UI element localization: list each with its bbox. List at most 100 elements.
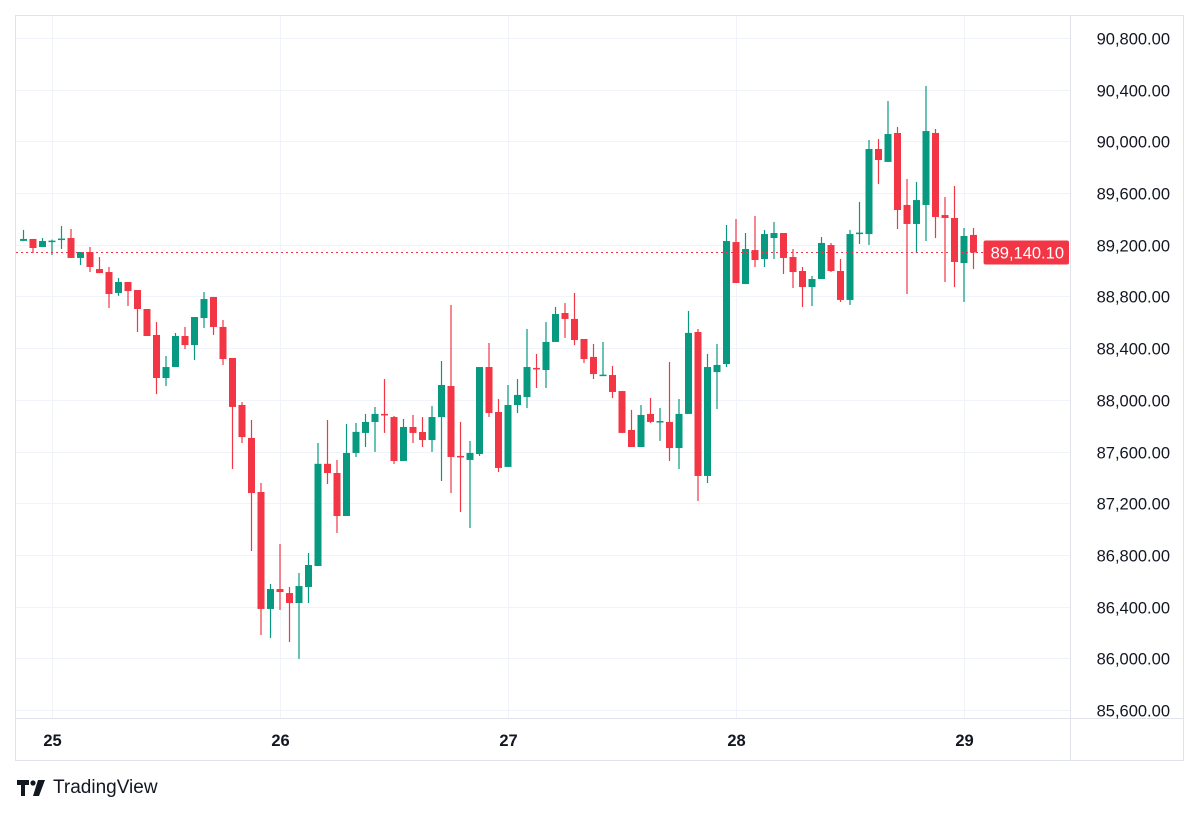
candle-up bbox=[115, 277, 122, 296]
candle-body bbox=[390, 417, 398, 461]
chart-frame bbox=[15, 15, 1184, 761]
candle-down bbox=[970, 227, 977, 270]
candle-body bbox=[751, 250, 759, 261]
candle-body bbox=[181, 336, 189, 346]
candle-body bbox=[210, 296, 217, 327]
candle-body bbox=[960, 235, 968, 263]
last-price-label: 89,140.10 bbox=[991, 245, 1064, 263]
candle-body bbox=[552, 314, 559, 342]
candle-down bbox=[628, 409, 635, 448]
candle-down bbox=[590, 344, 597, 380]
candle-down bbox=[789, 249, 797, 289]
candle-up bbox=[960, 227, 968, 303]
price-tick-label: 87,600.00 bbox=[1097, 445, 1170, 463]
candle-down bbox=[447, 304, 455, 494]
candle-down bbox=[894, 127, 901, 230]
candle-up bbox=[39, 238, 46, 247]
candle-body bbox=[86, 252, 94, 267]
candle-body bbox=[542, 341, 550, 370]
candle-down bbox=[561, 303, 569, 338]
candle-body bbox=[884, 134, 892, 162]
candle-up bbox=[267, 584, 274, 639]
time-tick-label: 27 bbox=[499, 732, 517, 750]
last-price-badge bbox=[983, 240, 1069, 265]
candle-body bbox=[314, 463, 322, 567]
candle-body bbox=[533, 367, 540, 370]
candle-up bbox=[162, 356, 170, 387]
candle-up bbox=[884, 101, 892, 162]
candle-down bbox=[419, 417, 426, 448]
candle-body bbox=[580, 338, 588, 360]
candle-body bbox=[276, 589, 284, 593]
candle-down bbox=[248, 420, 255, 552]
candle-up bbox=[77, 252, 84, 266]
price-axis[interactable]: 90,800.00 90,400.00 90,000.00 89,600.00 89,2… bbox=[1097, 31, 1170, 721]
candle-body bbox=[618, 391, 626, 433]
candle-down bbox=[457, 421, 464, 513]
candle-up bbox=[808, 276, 816, 307]
candle-body bbox=[894, 132, 901, 211]
candle-body bbox=[913, 200, 920, 224]
candle-body bbox=[172, 336, 179, 368]
time-axis[interactable]: 25 26 27 28 29 bbox=[43, 732, 973, 750]
candle-up bbox=[362, 413, 369, 448]
candle-body bbox=[941, 215, 949, 219]
price-tick-label: 86,000.00 bbox=[1097, 651, 1170, 669]
last-price-marker: 89,140.10 bbox=[16, 240, 1070, 265]
candle-body bbox=[191, 317, 198, 346]
candle-down bbox=[485, 342, 493, 418]
tradingview-logo[interactable]: TradingView bbox=[17, 777, 158, 799]
candle-body bbox=[504, 405, 512, 467]
candle-body bbox=[685, 332, 692, 414]
candle-up bbox=[856, 201, 863, 244]
candle-body bbox=[485, 367, 493, 414]
candle-up bbox=[305, 552, 312, 603]
candle-body bbox=[58, 238, 65, 241]
candle-body bbox=[647, 413, 654, 422]
price-tick-label: 88,400.00 bbox=[1097, 341, 1170, 359]
candle-body bbox=[856, 232, 863, 235]
candle-up bbox=[704, 353, 711, 483]
candle-up bbox=[818, 237, 825, 280]
candle-down bbox=[257, 482, 265, 636]
candle-down bbox=[647, 398, 654, 423]
candle-body bbox=[257, 491, 265, 609]
candle-down bbox=[875, 139, 882, 185]
candle-body bbox=[48, 240, 56, 243]
candle-body bbox=[324, 463, 331, 473]
candle-down bbox=[229, 357, 236, 469]
candle-down bbox=[618, 391, 626, 433]
price-tick-label: 86,800.00 bbox=[1097, 548, 1170, 566]
candle-down bbox=[799, 266, 806, 308]
candle-down bbox=[276, 543, 284, 610]
candle-up bbox=[476, 367, 483, 456]
candle-body bbox=[248, 437, 255, 494]
candle-down bbox=[219, 319, 227, 365]
price-tick-label: 86,400.00 bbox=[1097, 600, 1170, 618]
candle-down bbox=[495, 398, 502, 472]
candle-body bbox=[571, 318, 578, 341]
candle-down bbox=[96, 257, 103, 274]
candle-body bbox=[761, 234, 768, 259]
candle-body bbox=[799, 271, 806, 288]
candle-body bbox=[143, 308, 151, 337]
candle-body bbox=[875, 149, 882, 160]
candle-body bbox=[238, 405, 246, 438]
candle-down bbox=[827, 242, 835, 273]
candle-body bbox=[742, 249, 749, 285]
candle-body bbox=[438, 384, 445, 418]
candle-body bbox=[400, 426, 407, 461]
candle-body bbox=[200, 299, 208, 319]
candle-body bbox=[846, 234, 854, 300]
candle-up bbox=[191, 317, 198, 361]
candle-up bbox=[314, 443, 322, 567]
candle-down bbox=[932, 128, 939, 239]
candle-up bbox=[400, 418, 407, 461]
candle-body bbox=[561, 313, 569, 319]
candle-down bbox=[324, 420, 331, 484]
candle-down bbox=[951, 185, 958, 288]
candle-body bbox=[932, 132, 939, 217]
candle-down bbox=[837, 258, 844, 303]
price-tick-label: 90,000.00 bbox=[1097, 134, 1170, 152]
